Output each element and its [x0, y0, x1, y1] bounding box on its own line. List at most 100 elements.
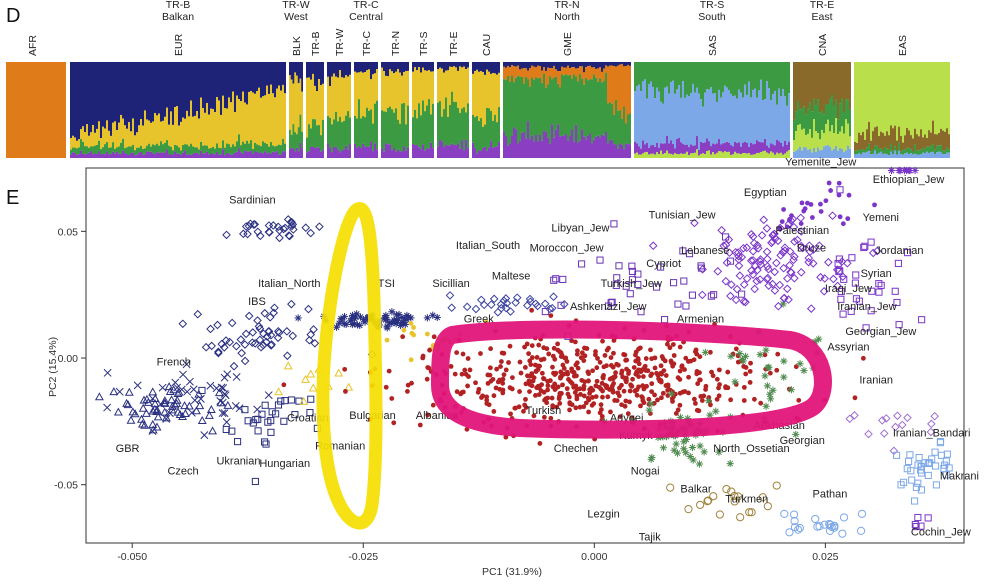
- admixture-segment: [148, 151, 151, 158]
- admixture-segment: [924, 152, 927, 158]
- admixture-segment: [156, 62, 159, 116]
- data-point: [123, 400, 133, 409]
- admixture-segment: [712, 62, 715, 94]
- data-point: [714, 376, 720, 382]
- admixture-segment: [182, 62, 185, 118]
- admixture-segment: [327, 62, 330, 77]
- population-label: Iranian_Jew: [837, 301, 896, 313]
- admixture-segment: [256, 91, 259, 145]
- population-label: Syrian: [861, 268, 892, 280]
- data-point: [458, 391, 464, 397]
- admixture-segment: [138, 62, 141, 126]
- admixture-segment: [498, 72, 501, 108]
- admixture-segment: [664, 143, 667, 154]
- admixture-segment: [212, 146, 215, 154]
- data-point: [628, 382, 634, 388]
- admixture-segment: [561, 74, 564, 136]
- admixture-segment: [722, 152, 725, 158]
- admixture-segment: [778, 62, 781, 89]
- admixture-segment: [178, 62, 181, 126]
- data-point: [348, 311, 357, 319]
- admixture-segment: [80, 129, 83, 140]
- admixture-segment: [573, 62, 576, 68]
- admixture-segment: [132, 62, 135, 119]
- data-point: [715, 448, 723, 456]
- admixture-segment: [936, 145, 939, 153]
- admixture-segment: [878, 62, 881, 137]
- afr-bar: [6, 62, 66, 158]
- admixture-segment: [698, 149, 701, 156]
- admixture-segment: [228, 97, 231, 145]
- admixture-segment: [894, 125, 897, 147]
- admixture-segment: [756, 97, 759, 141]
- data-point: [502, 298, 512, 308]
- data-point: [537, 440, 543, 446]
- data-point: [779, 263, 788, 273]
- data-point: [811, 338, 819, 346]
- admixture-segment: [603, 81, 606, 136]
- data-point: [488, 378, 494, 384]
- admixture-segment: [296, 62, 299, 76]
- data-point: [779, 300, 787, 308]
- data-point: [748, 360, 753, 366]
- data-point: [633, 371, 639, 377]
- data-point: [551, 345, 557, 351]
- admixture-segment: [537, 65, 540, 79]
- admixture-segment: [678, 85, 681, 138]
- admixture-segment: [368, 69, 371, 111]
- admixture-segment: [856, 150, 859, 155]
- admixture-segment: [543, 73, 546, 132]
- admixture-segment: [575, 76, 578, 125]
- admixture-segment: [728, 90, 731, 143]
- admixture-segment: [459, 62, 462, 67]
- data-point: [213, 320, 222, 330]
- admixture-segment: [934, 149, 937, 155]
- pop-label: EAS: [897, 35, 909, 56]
- data-point: [790, 252, 799, 261]
- admixture-segment: [815, 131, 818, 152]
- admixture-segment: [156, 115, 159, 144]
- admixture-segment: [186, 110, 189, 145]
- admixture-segment: [684, 62, 687, 98]
- admixture-segment: [420, 62, 423, 73]
- admixture-segment: [498, 107, 501, 143]
- admixture-segment: [98, 151, 101, 158]
- admixture-segment: [116, 130, 119, 148]
- admixture-segment: [559, 136, 562, 158]
- data-point: [645, 406, 653, 414]
- admixture-segment: [874, 145, 877, 151]
- admixture-segment: [202, 62, 205, 109]
- data-point: [837, 287, 845, 296]
- population-label: French: [157, 357, 191, 369]
- admixture-segment: [712, 151, 715, 158]
- data-point: [738, 290, 746, 298]
- data-point: [557, 401, 563, 406]
- admixture-segment: [138, 152, 141, 158]
- population-label: Iranian: [859, 374, 893, 386]
- admixture-segment: [856, 62, 859, 143]
- admixture-segment: [541, 83, 544, 141]
- admixture-segment: [553, 77, 556, 138]
- data-point: [344, 382, 354, 391]
- admixture-segment: [252, 62, 255, 93]
- admixture-segment: [728, 151, 731, 158]
- admixture-segment: [517, 75, 520, 144]
- admixture-segment: [862, 62, 865, 132]
- admixture-segment: [527, 62, 530, 71]
- admixture-segment: [696, 136, 699, 150]
- admixture-segment: [799, 62, 802, 110]
- admixture-segment: [164, 116, 167, 143]
- admixture-segment: [928, 146, 931, 153]
- population-label: Turkish: [526, 405, 562, 417]
- admixture-segment: [320, 151, 323, 158]
- admixture-segment: [686, 62, 689, 95]
- data-point: [465, 383, 470, 389]
- admixture-segment: [360, 71, 363, 119]
- admixture-segment: [74, 62, 77, 138]
- admixture-segment: [629, 65, 632, 114]
- admixture-segment: [563, 62, 566, 68]
- admixture-segment: [821, 129, 824, 150]
- data-point: [148, 387, 158, 396]
- admixture-segment: [447, 145, 450, 158]
- admixture-segment: [744, 153, 747, 158]
